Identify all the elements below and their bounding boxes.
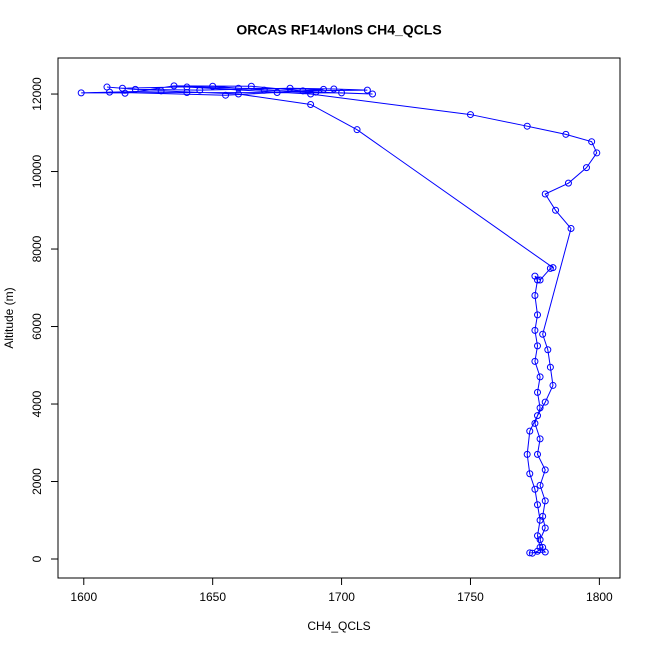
data-point — [286, 84, 294, 92]
data-point — [541, 466, 549, 474]
data-point — [541, 548, 549, 556]
data-point — [196, 86, 204, 94]
data-point — [330, 85, 338, 93]
data-point — [539, 330, 547, 338]
data-point — [369, 90, 377, 98]
data-point — [552, 206, 560, 214]
data-point — [247, 82, 255, 90]
data-point — [582, 164, 590, 172]
data-point — [534, 311, 542, 319]
x-tick-label: 1600 — [70, 590, 97, 604]
y-tick-label: 12000 — [30, 77, 44, 111]
data-point — [531, 419, 539, 427]
data-point — [157, 87, 165, 95]
x-tick-label: 1650 — [199, 590, 226, 604]
data-point — [353, 126, 361, 134]
data-point — [534, 450, 542, 458]
y-tick-label: 4000 — [30, 390, 44, 417]
data-point — [531, 357, 539, 365]
data-point — [363, 86, 371, 94]
data-point — [531, 485, 539, 493]
data-point — [534, 342, 542, 350]
data-point — [549, 381, 557, 389]
data-point — [549, 264, 557, 272]
y-axis-label: Altitude (m) — [2, 287, 16, 348]
x-tick-label: 1800 — [586, 590, 613, 604]
data-point — [536, 516, 544, 524]
x-tick-label: 1750 — [457, 590, 484, 604]
data-point — [534, 501, 542, 509]
data-point — [523, 122, 531, 130]
data-point — [588, 138, 596, 146]
data-point — [564, 179, 572, 187]
data-point — [307, 100, 315, 108]
data-point — [541, 398, 549, 406]
data-point — [531, 292, 539, 300]
data-point — [526, 427, 534, 435]
data-point — [536, 435, 544, 443]
plot-frame — [57, 57, 621, 579]
data-point — [170, 82, 178, 90]
data-point — [307, 90, 315, 98]
y-tick-label: 10000 — [30, 155, 44, 189]
data-point — [546, 363, 554, 371]
data-point — [536, 481, 544, 489]
chart-title: ORCAS RF14vlonS CH4_QCLS — [236, 22, 441, 38]
data-point — [526, 470, 534, 478]
data-point — [222, 91, 230, 99]
data-point — [183, 88, 191, 96]
data-point — [320, 85, 328, 93]
data-point — [106, 88, 114, 96]
data-point — [534, 412, 542, 420]
data-point — [534, 532, 542, 540]
data-point — [523, 450, 531, 458]
data-point — [121, 89, 129, 97]
y-tick-label: 8000 — [30, 235, 44, 262]
data-point — [541, 524, 549, 532]
data-point — [567, 224, 575, 232]
data-point — [209, 82, 217, 90]
y-tick-label: 2000 — [30, 468, 44, 495]
x-axis-label: CH4_QCLS — [307, 619, 370, 633]
data-point — [273, 88, 281, 96]
data-point — [541, 190, 549, 198]
x-tick-label: 1700 — [328, 590, 355, 604]
data-point — [77, 89, 85, 97]
data-point — [531, 326, 539, 334]
data-point — [466, 111, 474, 119]
y-tick-label: 0 — [30, 555, 44, 562]
data-point — [338, 89, 346, 97]
data-point — [536, 404, 544, 412]
data-point — [534, 388, 542, 396]
data-point — [541, 497, 549, 505]
data-point — [562, 130, 570, 138]
data-point — [531, 272, 539, 280]
data-point — [260, 86, 268, 94]
data-point — [544, 346, 552, 354]
data-point — [593, 149, 601, 157]
series-line — [81, 85, 598, 554]
y-tick-label: 6000 — [30, 313, 44, 340]
data-point — [299, 87, 307, 95]
data-point — [526, 549, 534, 557]
data-point — [536, 543, 544, 551]
data-point — [131, 85, 139, 93]
data-point — [536, 276, 544, 284]
data-point — [536, 373, 544, 381]
data-point — [183, 83, 191, 91]
data-point — [234, 84, 242, 92]
